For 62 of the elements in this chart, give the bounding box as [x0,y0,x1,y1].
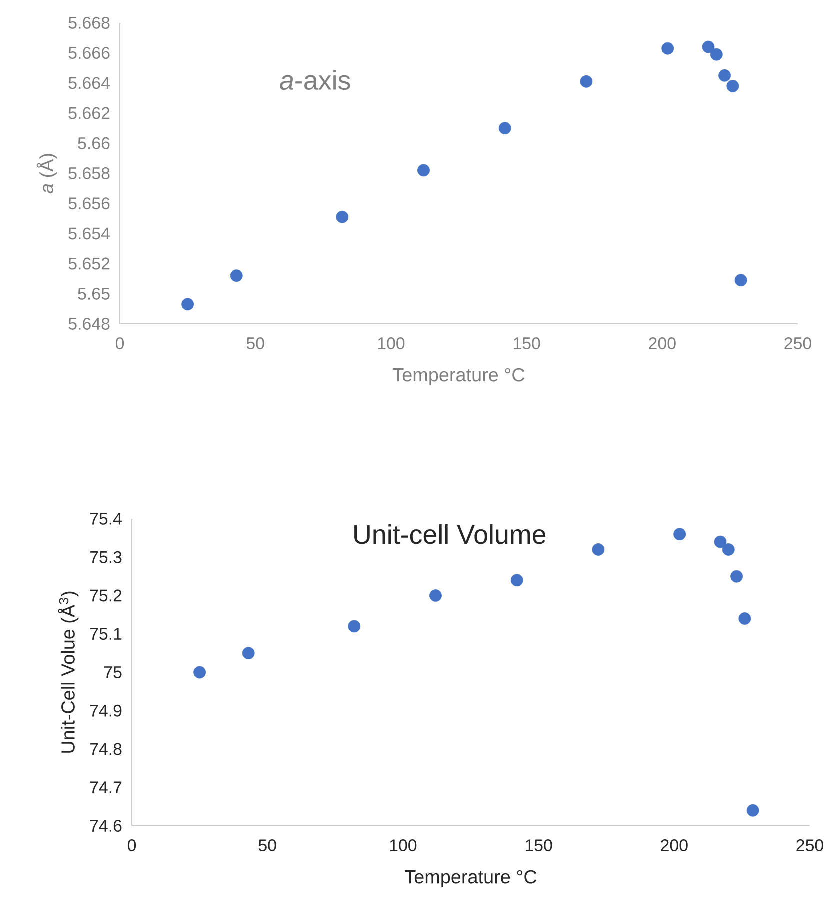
y-tick-label: 74.7 [90,782,122,794]
y-tick-label: 75.2 [90,590,122,602]
point [430,590,442,602]
y-tick-label: 5.656 [68,198,110,210]
x-axis-title: Temperature °C [405,870,537,888]
point [734,274,748,287]
x-tick-label: 100 [390,840,417,852]
point [710,48,723,61]
point [674,528,686,541]
point [348,620,361,633]
chart-title: Unit-cell Volume [354,524,546,544]
point [242,647,255,660]
point [194,666,206,679]
x-tick-label: 100 [378,338,405,350]
x-tick-label: 150 [514,338,540,350]
y-tick-label: 5.664 [68,77,110,90]
y-tick-label: 5.652 [68,258,110,270]
point [592,544,605,556]
x-tick-label: 250 [784,338,812,350]
y-tick-label: 75.1 [90,628,122,640]
y-tick-label: 75 [104,666,122,678]
point [746,804,760,817]
x-tick-label: 150 [526,840,552,852]
point [722,544,735,556]
y-tick-label: 74.9 [90,704,122,717]
point [726,80,740,92]
point [718,69,731,82]
text: a-axis [280,70,350,90]
x-tick-label: 200 [661,840,688,852]
y-tick-label: 5.662 [68,107,110,120]
point [662,42,674,55]
y-tick-label: 5.65 [78,288,110,300]
point [230,270,243,282]
y-tick-label: 75.3 [90,551,122,564]
x-tick-label: 0 [116,338,124,350]
x-axis-title: Temperature °C [393,368,525,386]
point [510,574,524,587]
y-axis-title: Unit-Cell Volue (Å$^{3}$) [58,592,79,753]
point [580,75,593,88]
point [738,612,752,625]
point [336,210,349,224]
y-tick-label: 74.6 [90,820,122,832]
y-tick-label: 5.648 [68,318,110,330]
y-tick-label: 5.658 [68,167,110,180]
x-tick-label: 200 [649,338,676,350]
y-tick-label: 5.66 [78,137,110,150]
point [730,570,743,583]
x-tick-label: 0 [128,840,136,852]
point [182,298,194,311]
y-tick-label: 74.8 [90,743,122,756]
point [418,164,430,177]
x-tick-label: 250 [796,840,824,852]
point [714,536,727,548]
y-axis-title: a (Å) [36,154,58,194]
point [498,122,512,135]
point [702,40,715,54]
y-tick-label: 75.4 [90,513,122,525]
y-tick-label: 5.666 [68,47,110,60]
y-tick-label: 5.668 [68,16,110,29]
x-tick-label: 50 [246,338,264,350]
y-tick-label: 5.654 [68,228,110,240]
x-tick-label: 50 [258,840,276,852]
